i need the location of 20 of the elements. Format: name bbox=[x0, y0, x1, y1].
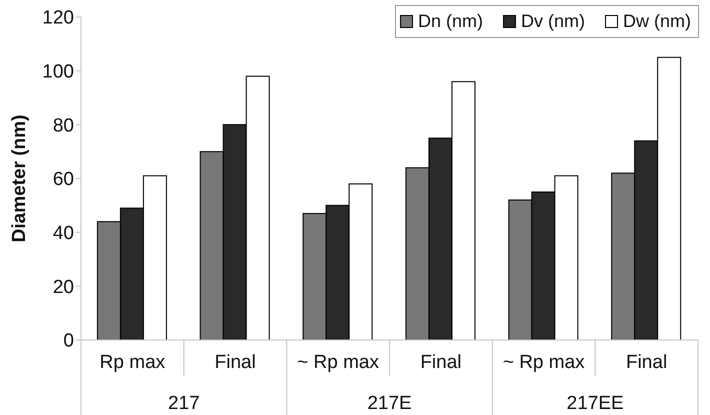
text: 217E bbox=[367, 393, 412, 414]
y-tick-label: 40 bbox=[52, 223, 74, 244]
y-tick-label: 120 bbox=[42, 8, 74, 29]
legend-label: Dn (nm) bbox=[418, 11, 483, 32]
text: 217 bbox=[168, 393, 200, 414]
legend-label: Dw (nm) bbox=[623, 11, 691, 32]
y-tick-label: 60 bbox=[52, 169, 74, 190]
y-tick-label: 100 bbox=[42, 62, 74, 83]
y-tick-label: 80 bbox=[52, 115, 74, 136]
x-tick-label: Final bbox=[214, 352, 256, 373]
text: 217EE bbox=[566, 393, 624, 414]
y-tick-label: 0 bbox=[63, 330, 74, 352]
y-axis-title: Diameter (nm) bbox=[9, 114, 30, 242]
x-tick-label: Final bbox=[420, 352, 462, 373]
legend-label: Dv (nm) bbox=[521, 11, 585, 32]
x-tick-label: ~ Rp max bbox=[297, 352, 380, 373]
x-tick-label: ~ Rp max bbox=[502, 352, 586, 373]
y-tick-label: 20 bbox=[52, 276, 74, 298]
x-tick-label: Final bbox=[626, 352, 668, 373]
x-tick-label: Rp max bbox=[100, 352, 166, 373]
